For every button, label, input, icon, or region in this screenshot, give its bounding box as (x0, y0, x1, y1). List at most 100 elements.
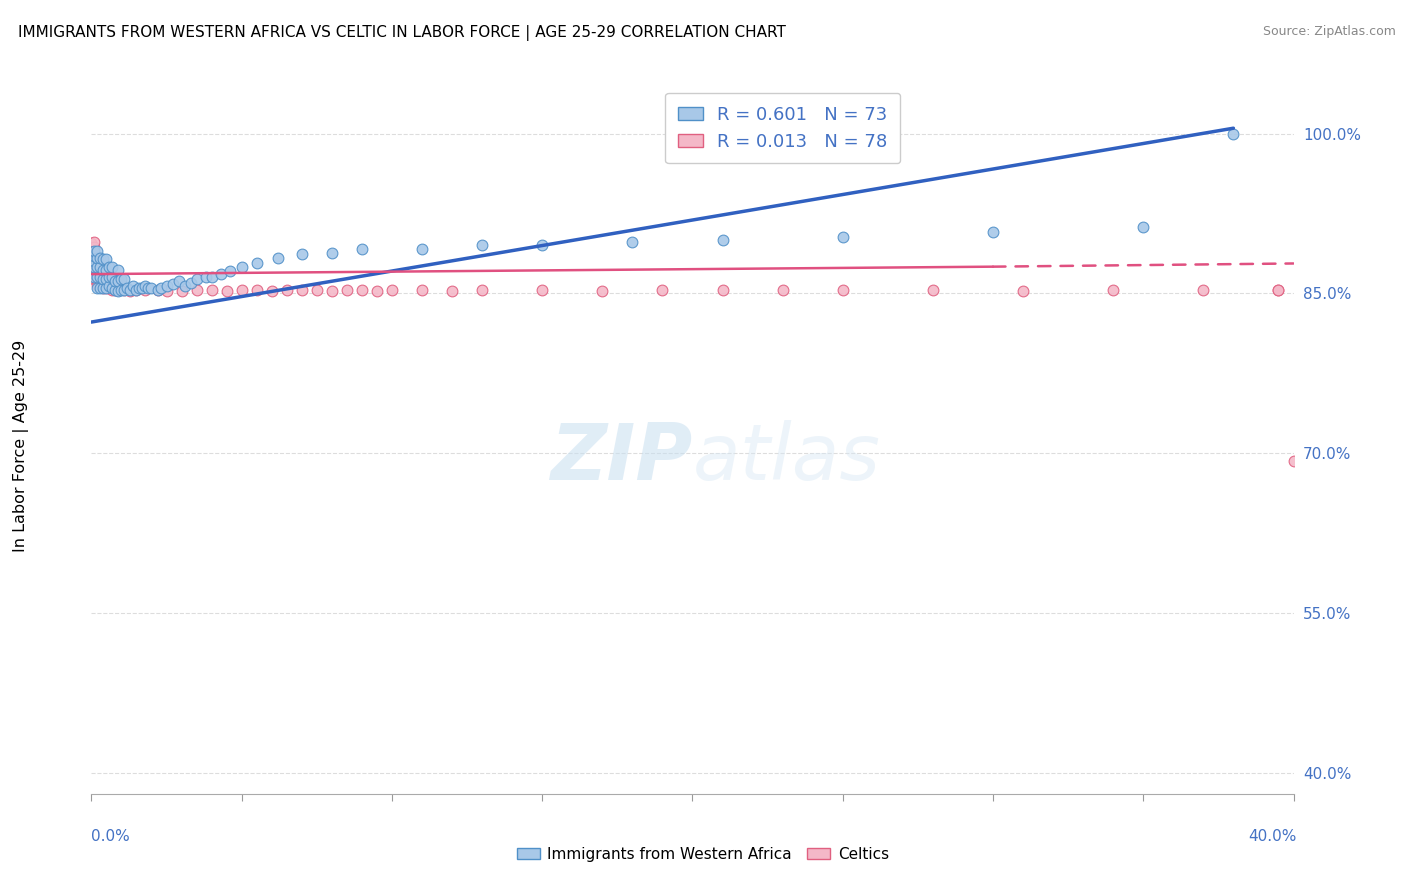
Point (246, 283, 269, 297)
Point (93, 281, 115, 295)
Point (267, 251, 290, 265)
Point (1267, 283, 1289, 297)
Point (291, 283, 314, 297)
Point (89, 281, 111, 295)
Point (128, 281, 150, 295)
Point (201, 270, 224, 285)
Point (146, 283, 169, 297)
Point (89, 261, 111, 276)
Point (80, 270, 103, 285)
Point (83, 256, 105, 270)
Point (114, 272, 136, 286)
Point (89, 251, 111, 265)
Point (104, 273, 127, 287)
Point (86, 251, 108, 265)
Point (93, 263, 115, 277)
Point (591, 284, 613, 298)
Point (246, 256, 269, 270)
Point (122, 278, 145, 293)
Point (83, 245, 105, 260)
Point (104, 283, 127, 297)
Point (93, 272, 115, 286)
Text: In Labor Force | Age 25-29: In Labor Force | Age 25-29 (13, 340, 30, 552)
Point (83, 261, 105, 276)
Point (440, 284, 463, 298)
Point (89, 260, 111, 274)
Point (167, 273, 190, 287)
Point (86, 260, 108, 274)
Point (101, 260, 124, 274)
Point (101, 283, 124, 297)
Point (83, 267, 105, 281)
Point (98, 270, 121, 285)
Point (321, 245, 343, 260)
Point (162, 277, 184, 291)
Point (83, 235, 105, 249)
Point (471, 238, 494, 252)
Point (80, 256, 103, 270)
Point (215, 284, 238, 298)
Point (96, 272, 118, 286)
Point (83, 260, 105, 274)
Point (831, 230, 853, 244)
Point (101, 273, 124, 287)
Point (86, 277, 108, 292)
Point (107, 273, 129, 287)
Point (80, 251, 103, 265)
Point (134, 278, 156, 293)
Point (86, 270, 108, 285)
Point (120, 284, 142, 298)
Point (120, 283, 142, 297)
Point (194, 270, 217, 285)
Point (98, 278, 121, 293)
Point (86, 281, 108, 295)
Point (89, 270, 111, 285)
Point (110, 283, 132, 297)
Point (260, 284, 283, 298)
Point (93, 281, 115, 295)
Point (1102, 283, 1125, 297)
Text: 0.0%: 0.0% (91, 830, 131, 844)
Point (1222, 127, 1244, 141)
Point (89, 277, 111, 292)
Point (110, 272, 132, 286)
Point (231, 283, 253, 297)
Point (107, 284, 129, 298)
Point (1267, 283, 1289, 297)
Point (155, 278, 177, 293)
Point (621, 235, 644, 249)
Point (83, 249, 105, 263)
Point (411, 283, 433, 297)
Point (149, 281, 172, 295)
Point (209, 267, 232, 281)
Point (107, 273, 129, 287)
Point (107, 283, 129, 297)
Point (96, 263, 118, 277)
Point (80, 236, 103, 251)
Point (146, 283, 169, 297)
Point (107, 263, 129, 277)
Point (86, 272, 108, 286)
Point (83, 244, 105, 258)
Point (772, 283, 794, 297)
Point (922, 283, 945, 297)
Point (83, 272, 105, 286)
Point (350, 242, 373, 256)
Text: ZIP: ZIP (550, 420, 692, 497)
Point (117, 281, 139, 295)
Point (98, 281, 121, 295)
Point (83, 270, 105, 285)
Point (96, 272, 118, 286)
Legend: R = 0.601   N = 73, R = 0.013   N = 78: R = 0.601 N = 73, R = 0.013 N = 78 (665, 93, 900, 163)
Point (93, 252, 115, 267)
Point (96, 281, 118, 295)
Point (83, 254, 105, 268)
Point (125, 283, 148, 297)
Point (138, 281, 160, 295)
Point (231, 260, 253, 274)
Point (531, 283, 554, 297)
Point (104, 273, 127, 287)
Point (1282, 453, 1305, 467)
Point (381, 283, 404, 297)
Point (80, 261, 103, 276)
